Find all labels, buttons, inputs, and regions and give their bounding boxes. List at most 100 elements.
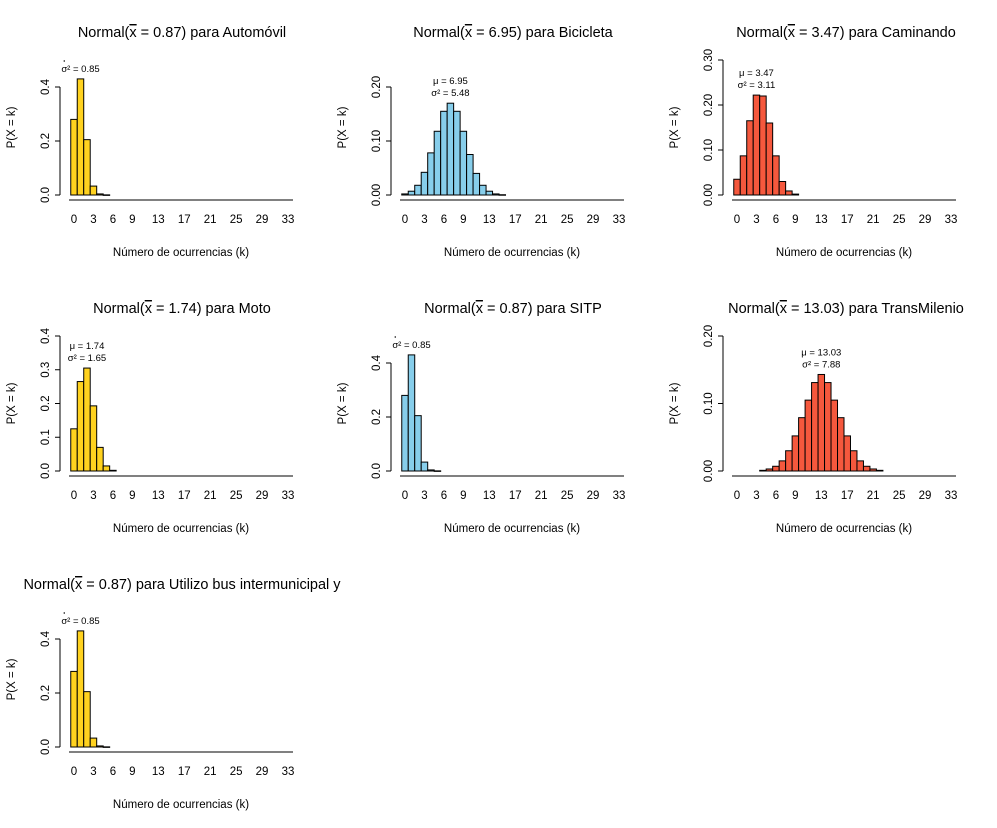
x-tick-label: 3	[421, 490, 427, 502]
bar-k-17	[843, 435, 851, 472]
bar-k-12	[811, 382, 819, 472]
x-tick-label: 13	[815, 490, 828, 502]
x-tick-label: 17	[841, 214, 854, 226]
y-axis-label: P(X = k)	[337, 382, 349, 424]
chart-title-mean-symbol: x	[75, 577, 83, 593]
mean-annotation: μ = 0.87	[63, 604, 98, 615]
x-tick-label: 29	[587, 214, 600, 226]
x-tick-label: 17	[178, 214, 191, 226]
x-tick-label: 29	[919, 490, 932, 502]
x-tick-label: 25	[230, 766, 243, 778]
x-tick-label: 33	[945, 490, 958, 502]
x-tick-label: 21	[535, 490, 548, 502]
bar-k-19	[856, 460, 864, 472]
x-tick-label: 9	[129, 766, 135, 778]
x-tick-label: 13	[483, 214, 496, 226]
chart-title-prefix: Normal(	[424, 301, 476, 317]
x-tick-label: 29	[587, 490, 600, 502]
variance-annotation: σ² = 5.48	[431, 88, 469, 99]
y-tick-label: 0.4	[40, 327, 52, 344]
bar-k-0	[70, 428, 78, 472]
bar-k-0	[401, 394, 409, 472]
bar-k-3	[752, 94, 761, 196]
bar-k-3	[420, 171, 429, 196]
y-tick-label: 0.10	[703, 392, 715, 414]
bar-k-8	[453, 110, 461, 196]
y-tick-label: 0.0	[40, 187, 52, 203]
variance-annotation: σ² = 3.11	[738, 80, 776, 91]
x-tick-label: 33	[613, 490, 626, 502]
x-tick-label: 29	[256, 214, 269, 226]
bar-k-15	[498, 194, 507, 196]
chart-panel-1: Normal(x = 0.87) para Automóvil 0.0 0.2 0.4…	[6, 25, 294, 259]
mean-annotation: μ = 6.95	[433, 76, 468, 87]
bar-k-14	[824, 382, 832, 472]
bar-k-10	[798, 417, 806, 472]
x-tick-label: 17	[509, 490, 522, 502]
variance-annotation: σ² = 0.85	[61, 616, 99, 627]
x-tick-label: 13	[483, 490, 496, 502]
x-tick-label: 6	[110, 214, 116, 226]
bar-k-1	[407, 190, 416, 196]
bar-k-16	[837, 417, 845, 472]
bar-k-7	[778, 460, 787, 472]
bar-k-0	[401, 193, 409, 196]
bar-k-15	[830, 399, 839, 472]
x-tick-label: 33	[282, 214, 295, 226]
y-tick-label: 0.20	[703, 325, 715, 347]
y-tick-label: 0.4	[371, 354, 383, 371]
bar-k-4	[427, 152, 435, 196]
bar-k-8	[785, 190, 793, 196]
x-tick-label: 9	[129, 214, 135, 226]
variance-annotation: σ² = 0.85	[392, 340, 430, 351]
bar-k-2	[83, 139, 91, 196]
bar-k-2	[414, 184, 422, 196]
x-tick-label: 3	[753, 214, 759, 226]
bar-k-0	[70, 118, 78, 196]
x-tick-label: 6	[110, 490, 116, 502]
x-tick-label: 3	[753, 490, 759, 502]
bar-k-22	[875, 469, 884, 472]
x-tick-label: 21	[867, 490, 880, 502]
bar-k-3	[420, 461, 429, 472]
y-axis-label: P(X = k)	[669, 382, 681, 424]
chart-panel-2: Normal(x = 6.95) para Bicicleta 0.00 0.10 0…	[337, 25, 625, 259]
x-tick-label: 13	[815, 214, 828, 226]
chart-title-mean-symbol: x	[129, 25, 137, 41]
chart-panel-5: Normal(x = 0.87) para SITP 0.0 0.2 0.4 P(X =…	[337, 301, 625, 535]
variance-annotation: σ² = 1.65	[68, 353, 106, 364]
chart-panel-7: Normal(x = 0.87) para Utilizo bus interm…	[6, 577, 341, 811]
bar-k-2	[83, 691, 91, 748]
x-tick-label: 9	[129, 490, 135, 502]
x-tick-label: 25	[561, 490, 574, 502]
mean-annotation: μ = 1.74	[70, 341, 105, 352]
y-tick-label: 0.1	[40, 429, 52, 445]
bar-k-2	[746, 120, 754, 196]
y-tick-label: 0.00	[703, 184, 715, 206]
chart-title: Normal(x = 3.47) para Caminando	[736, 25, 956, 41]
x-tick-label: 3	[90, 214, 96, 226]
y-axis-label: P(X = k)	[6, 658, 18, 700]
bar-k-2	[414, 415, 422, 472]
chart-title-mean-symbol: x	[780, 301, 788, 317]
x-axis-label: Número de ocurrencias (k)	[776, 523, 912, 535]
bar-k-1	[407, 354, 416, 472]
chart-title: Normal(x = 1.74) para Moto	[93, 301, 271, 317]
chart-title: Normal(x = 13.03) para TransMilenio	[728, 301, 964, 317]
chart-title-prefix: Normal(	[93, 301, 145, 317]
x-tick-label: 25	[230, 490, 243, 502]
chart-title-suffix: = 13.03) para TransMilenio	[787, 301, 964, 317]
x-tick-label: 9	[792, 490, 798, 502]
x-tick-label: 9	[460, 490, 466, 502]
bar-k-5	[765, 122, 774, 196]
x-tick-label: 9	[792, 214, 798, 226]
bar-k-7	[446, 102, 455, 196]
x-tick-label: 25	[561, 214, 574, 226]
bar-k-6	[109, 469, 117, 472]
x-tick-label: 9	[460, 214, 466, 226]
bar-k-4	[759, 95, 767, 196]
x-tick-label: 3	[90, 490, 96, 502]
bar-k-21	[869, 468, 877, 472]
x-tick-label: 21	[535, 214, 548, 226]
